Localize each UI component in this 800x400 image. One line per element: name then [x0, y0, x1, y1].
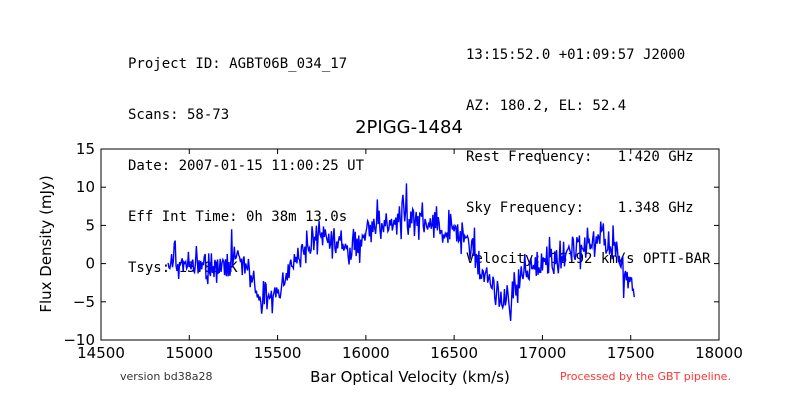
spectrum-line — [167, 183, 635, 321]
x-tick-label: 15000 — [165, 344, 213, 362]
project-id-line: Project ID: AGBT06B_034_17 — [128, 56, 348, 72]
date-line: Date: 2007-01-15 11:00:25 UT — [128, 158, 365, 174]
header-left-block: Project ID: AGBT06B_034_17 Scans: 58-73 … — [128, 22, 364, 294]
y-tick-label: −10 — [63, 331, 95, 349]
sky-frequency-line: Sky Frequency: 1.348 GHz — [466, 200, 694, 216]
y-tick-label: 10 — [76, 178, 95, 196]
y-tick-label: 15 — [76, 140, 95, 158]
plot-area: 14500 15000 15500 16000 16500 17000 17500 18000… — [63, 140, 743, 362]
az-el-line: AZ: 180.2, EL: 52.4 — [466, 98, 627, 114]
x-tick-label: 14500 — [77, 344, 125, 362]
version-label: version bd38a28 — [120, 370, 213, 383]
y-axis-label: Flux Density (mJy) — [37, 175, 55, 312]
y-tick-label: 5 — [85, 216, 95, 234]
x-tick-label: 17000 — [519, 344, 567, 362]
y-tick-label: 0 — [85, 255, 95, 273]
x-tick-label: 17500 — [607, 344, 655, 362]
x-axis-label: Bar Optical Velocity (km/s) — [310, 368, 510, 386]
plot-frame — [100, 148, 720, 341]
y-tick-label: −5 — [73, 293, 95, 311]
pipeline-credit: Processed by the GBT pipeline. — [560, 370, 731, 383]
chart-title: 2PIGG-1484 — [355, 117, 463, 138]
header-right-block: 13:15:52.0 +01:09:57 J2000 AZ: 180.2, EL… — [466, 13, 710, 285]
coordinates-line: 13:15:52.0 +01:09:57 J2000 — [466, 47, 686, 63]
x-tick-label: 15500 — [254, 344, 302, 362]
x-tick-label: 16500 — [430, 344, 478, 362]
scans-line: Scans: 58-73 — [128, 107, 230, 123]
x-tick-label: 18000 — [695, 344, 743, 362]
x-tick-label: 16000 — [342, 344, 390, 362]
int-time-line: Eff Int Time: 0h 38m 13.0s — [128, 209, 348, 225]
rest-frequency-line: Rest Frequency: 1.420 GHz — [466, 149, 694, 165]
